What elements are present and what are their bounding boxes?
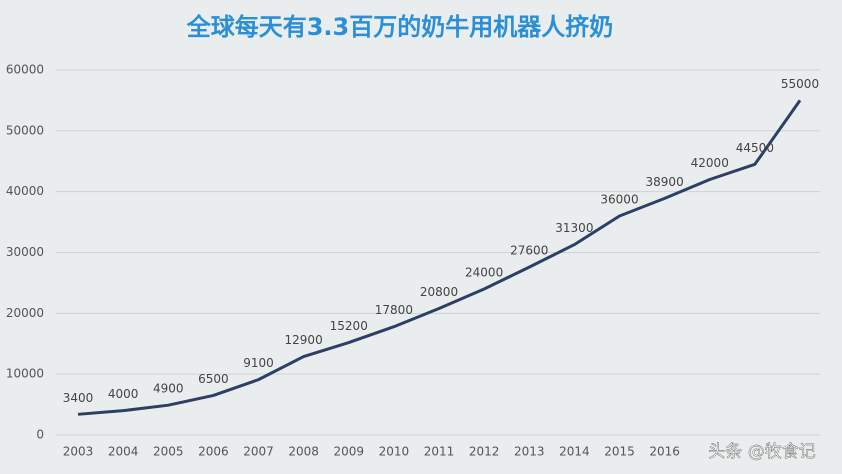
data-label: 20800 — [420, 285, 458, 299]
x-tick-label: 2009 — [333, 445, 364, 459]
x-tick-label: 2014 — [559, 445, 590, 459]
data-label: 17800 — [375, 303, 413, 317]
data-label: 3400 — [63, 391, 94, 405]
y-tick-label: 60000 — [6, 63, 44, 77]
data-label: 12900 — [285, 333, 323, 347]
data-line — [77, 99, 802, 416]
y-tick-label: 0 — [36, 428, 44, 442]
x-tick-label: 2011 — [424, 445, 455, 459]
data-label: 36000 — [600, 193, 638, 207]
data-label: 15200 — [330, 319, 368, 333]
data-label: 4000 — [108, 387, 139, 401]
data-label: 42000 — [691, 156, 729, 170]
data-label: 44500 — [736, 141, 774, 155]
y-tick-label: 40000 — [6, 184, 44, 198]
x-tick-label: 2007 — [243, 445, 274, 459]
x-tick-label: 2016 — [649, 445, 680, 459]
x-tick-label: 2004 — [108, 445, 139, 459]
data-label: 38900 — [646, 175, 684, 189]
y-tick-label: 30000 — [6, 245, 44, 259]
x-tick-label: 2006 — [198, 445, 229, 459]
x-tick-label: 2015 — [604, 445, 635, 459]
data-label: 6500 — [198, 372, 229, 386]
x-tick-label: 2008 — [288, 445, 319, 459]
x-tick-label: 2010 — [379, 445, 410, 459]
x-tick-label: 2003 — [63, 445, 94, 459]
data-label: 24000 — [465, 266, 503, 280]
x-tick-label: 2005 — [153, 445, 184, 459]
watermark: 头条 @牧食记 — [708, 442, 815, 462]
data-label: 31300 — [555, 221, 593, 235]
y-tick-label: 50000 — [6, 123, 44, 137]
data-label: 55000 — [781, 77, 819, 91]
y-tick-label: 20000 — [6, 306, 44, 320]
chart-title: 全球每天有3.3百万的奶牛用机器人挤奶 — [186, 13, 614, 41]
data-label: 27600 — [510, 244, 548, 258]
x-tick-label: 2012 — [469, 445, 500, 459]
y-tick-label: 10000 — [6, 367, 44, 381]
data-label: 9100 — [243, 356, 274, 370]
data-label: 4900 — [153, 382, 184, 396]
x-tick-label: 2013 — [514, 445, 545, 459]
